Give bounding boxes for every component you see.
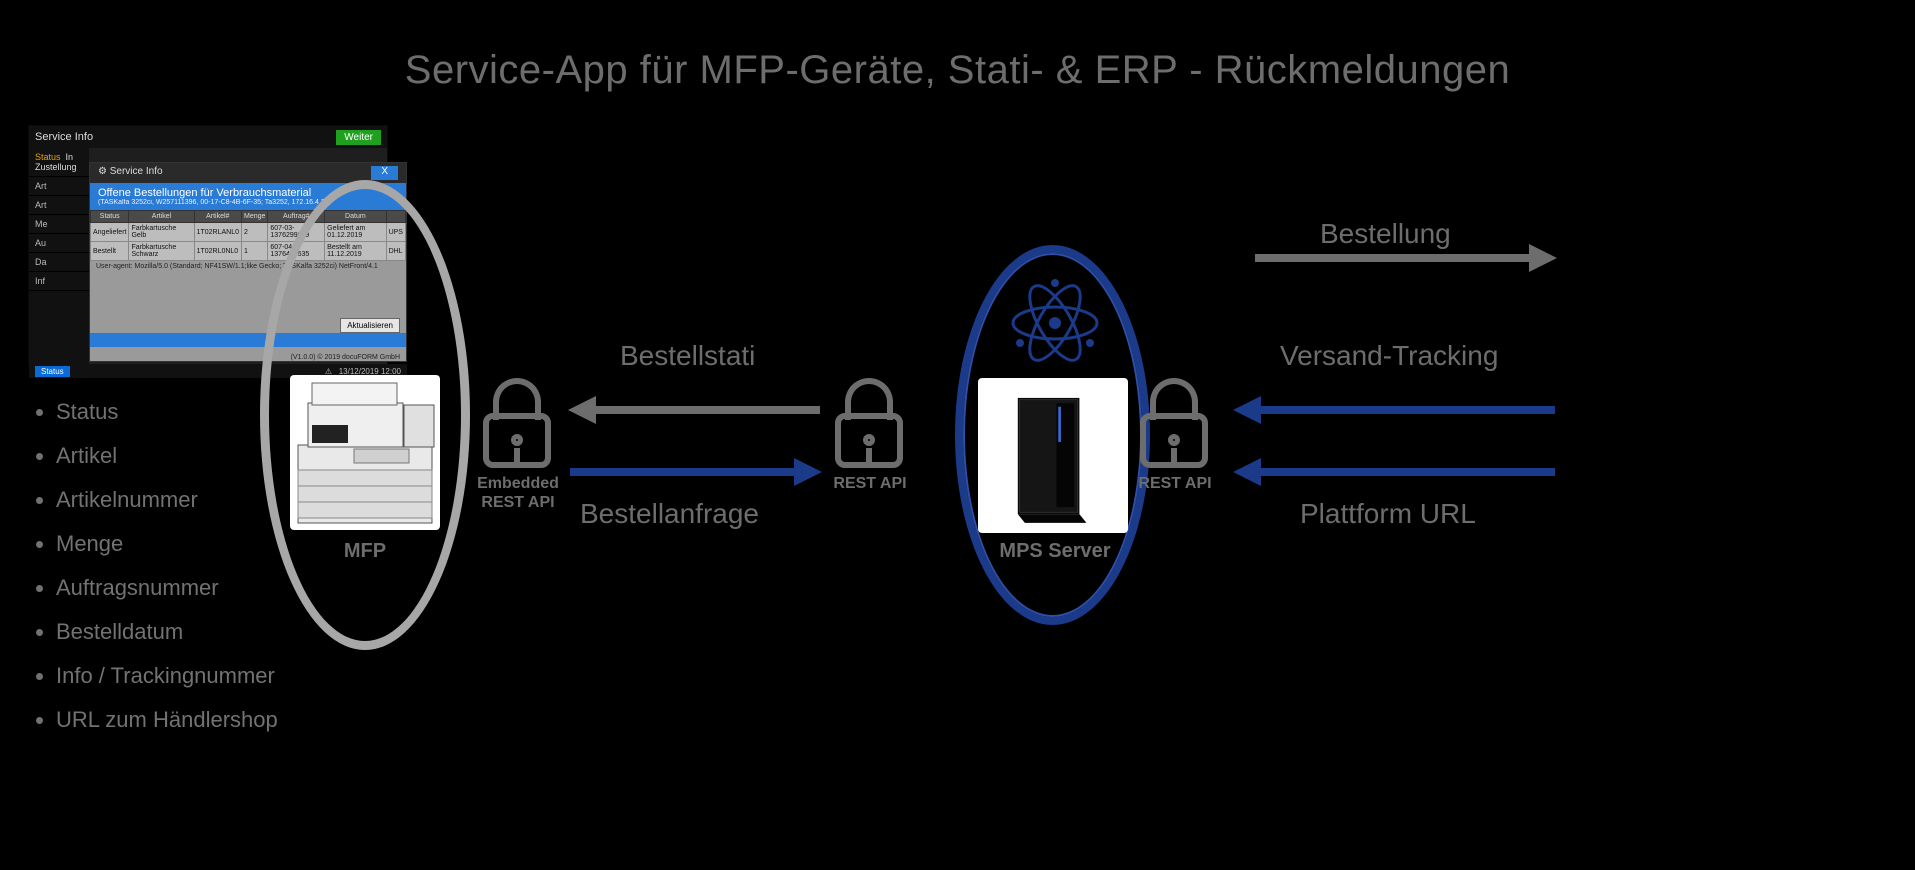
arrow-label-bestellung: Bestellung (1320, 218, 1451, 250)
screenshot-sidebar: Status In Zustellung Art Art Me Au Da In… (29, 148, 89, 364)
atom-icon (1005, 273, 1105, 373)
list-item: URL zum Händlershop (56, 698, 278, 742)
lock-caption-2: REST API (822, 474, 918, 493)
arrow-label-bestellstati: Bestellstati (620, 340, 755, 372)
list-item: Info / Trackingnummer (56, 654, 278, 698)
server-icon (978, 378, 1128, 533)
window-title: Service Info (35, 131, 93, 143)
page-title: Service-App für MFP-Geräte, Stati- & ERP… (0, 48, 1915, 93)
mfp-label: MFP (300, 540, 430, 563)
arrow-label-plattform: Plattform URL (1300, 498, 1476, 530)
list-item: Status (56, 390, 278, 434)
list-item: Bestelldatum (56, 610, 278, 654)
field-list: Status Artikel Artikelnummer Menge Auftr… (30, 390, 278, 742)
lock-icon (1140, 378, 1208, 468)
popup-heading: Offene Bestellungen für Verbrauchsmateri… (98, 187, 311, 199)
lock-caption-3: REST API (1127, 474, 1223, 493)
list-item: Artikelnummer (56, 478, 278, 522)
diagram-canvas: Service-App für MFP-Geräte, Stati- & ERP… (0, 0, 1915, 870)
mps-label: MPS Server (970, 540, 1140, 563)
lock-icon (835, 378, 903, 468)
arrow-label-versand: Versand-Tracking (1280, 340, 1498, 372)
status-badge: Status (35, 366, 70, 377)
arrow-label-bestellanfrage: Bestellanfrage (580, 498, 759, 530)
lock-icon (483, 378, 551, 468)
list-item: Menge (56, 522, 278, 566)
list-item: Auftragsnummer (56, 566, 278, 610)
printer-icon (290, 375, 440, 530)
weiter-button[interactable]: Weiter (336, 130, 381, 145)
close-icon[interactable]: X (371, 166, 398, 180)
list-item: Artikel (56, 434, 278, 478)
lock-caption-1: Embedded REST API (470, 474, 566, 512)
